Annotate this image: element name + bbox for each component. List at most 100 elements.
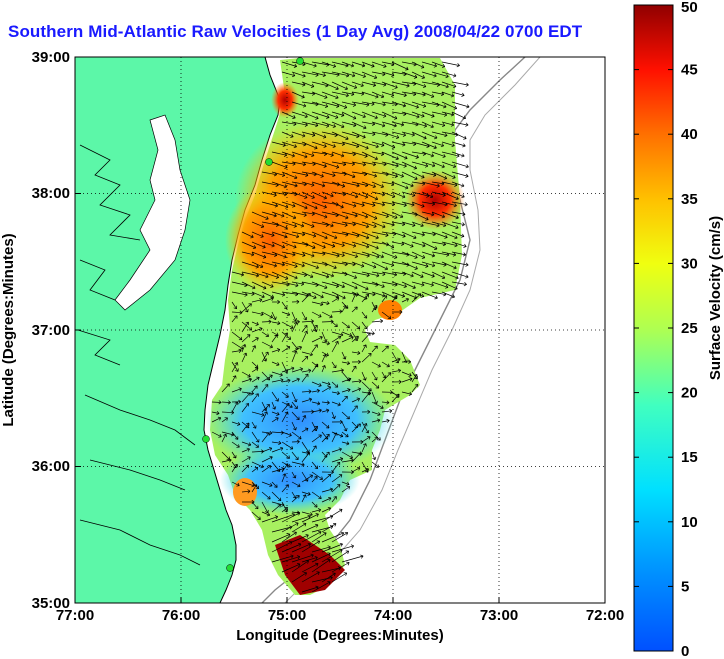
velocity-vector-head: [251, 254, 255, 257]
velocity-vector-head: [302, 84, 306, 87]
velocity-vector-head: [395, 173, 398, 177]
velocity-vector: [341, 231, 360, 237]
velocity-vector-head: [254, 345, 257, 349]
velocity-vector-head: [410, 275, 414, 278]
velocity-vector: [241, 231, 254, 238]
velocity-vector-head: [465, 166, 469, 169]
velocity-vector-head: [246, 422, 250, 425]
velocity-vector-head: [384, 268, 388, 271]
radar-station-marker[interactable]: [202, 435, 210, 443]
velocity-vector: [231, 315, 238, 323]
velocity-vector-head: [345, 572, 348, 576]
colorbar-gradient: [633, 4, 674, 652]
velocity-vector-head: [292, 117, 296, 119]
velocity-vector-head: [383, 66, 387, 68]
velocity-vector: [331, 81, 348, 90]
velocity-vector: [341, 421, 347, 432]
velocity-vector-head: [440, 145, 444, 148]
velocity-vector-head: [277, 349, 281, 353]
velocity-vector: [301, 540, 320, 553]
velocity-vector-head: [315, 562, 319, 564]
velocity-vector-head: [339, 457, 343, 459]
radar-station-marker[interactable]: [296, 57, 304, 65]
velocity-vector-head: [271, 284, 274, 287]
velocity-vector-head: [275, 316, 277, 320]
velocity-vector-head: [385, 134, 389, 137]
velocity-max-zone: [405, 170, 465, 230]
velocity-vector-head: [356, 306, 358, 310]
velocity-vector-head: [327, 341, 330, 344]
velocity-vector: [241, 392, 251, 403]
velocity-vector: [301, 390, 312, 393]
velocity-vector: [311, 336, 323, 343]
radar-station-marker[interactable]: [226, 564, 234, 572]
velocity-vector: [351, 91, 364, 95]
velocity-vector: [301, 171, 317, 175]
velocity-vector-head: [303, 318, 307, 321]
velocity-vector-head: [386, 402, 390, 405]
velocity-vector-head: [313, 65, 317, 68]
velocity-vector-head: [363, 443, 366, 446]
velocity-vector-head: [284, 167, 288, 169]
radar-station-marker[interactable]: [265, 158, 273, 166]
velocity-vector: [351, 452, 361, 463]
velocity-vector-head: [302, 415, 306, 418]
velocity-vector-head: [294, 223, 297, 227]
velocity-vector: [441, 161, 456, 168]
velocity-vector-head: [337, 297, 340, 301]
velocity-vector-head: [454, 84, 457, 87]
velocity-vector-head: [382, 273, 386, 277]
velocity-vector: [321, 474, 332, 483]
velocity-vector-head: [326, 64, 330, 67]
velocity-vector-head: [336, 323, 338, 327]
velocity-vector-head: [302, 64, 306, 67]
velocity-vector-head: [298, 512, 301, 516]
velocity-vector-head: [426, 146, 430, 148]
velocity-vector: [251, 345, 256, 353]
velocity-vector-head: [282, 262, 285, 266]
grid-lines: [75, 57, 605, 603]
velocity-vector: [361, 141, 379, 148]
velocity-vector-head: [423, 138, 427, 140]
velocity-vector-head: [364, 196, 368, 199]
velocity-vector-head: [413, 222, 416, 226]
velocity-vector: [391, 111, 407, 115]
velocity-vector-head: [412, 192, 416, 196]
velocity-vector-head: [301, 265, 305, 268]
velocity-vector-head: [304, 325, 308, 327]
velocity-vector-head: [326, 125, 330, 128]
velocity-vector-head: [307, 542, 311, 545]
velocity-vector: [261, 465, 272, 473]
velocity-vector-head: [339, 484, 341, 488]
velocity-vector: [421, 201, 435, 205]
velocity-vector: [381, 91, 394, 96]
velocity-vector-head: [359, 453, 363, 456]
velocity-vector-head: [364, 125, 367, 129]
velocity-vector-head: [411, 273, 414, 277]
velocity-vector-head: [324, 195, 327, 199]
velocity-vector: [301, 369, 311, 373]
velocity-vector: [341, 171, 356, 178]
velocity-vector: [391, 295, 398, 303]
velocity-vector-head: [441, 216, 445, 219]
velocity-vector: [321, 401, 330, 404]
velocity-vector: [411, 221, 424, 227]
velocity-vector: [311, 251, 326, 255]
velocity-vector: [311, 71, 326, 76]
velocity-vector: [371, 191, 385, 196]
velocity-vector-head: [293, 203, 296, 207]
velocity-vector: [311, 131, 327, 138]
velocity-vector-head: [316, 115, 319, 119]
velocity-vector-head: [351, 336, 354, 340]
velocity-vector-head: [403, 205, 407, 208]
velocity-vector: [431, 211, 445, 218]
velocity-vector-head: [231, 410, 235, 413]
velocity-vector: [421, 291, 438, 299]
velocity-vector: [361, 71, 377, 79]
velocity-vector: [401, 211, 418, 216]
velocity-vector: [421, 151, 434, 157]
velocity-vector: [331, 111, 345, 116]
velocity-vector: [321, 261, 337, 269]
velocity-vector: [281, 379, 291, 383]
velocity-vector-head: [312, 163, 316, 166]
